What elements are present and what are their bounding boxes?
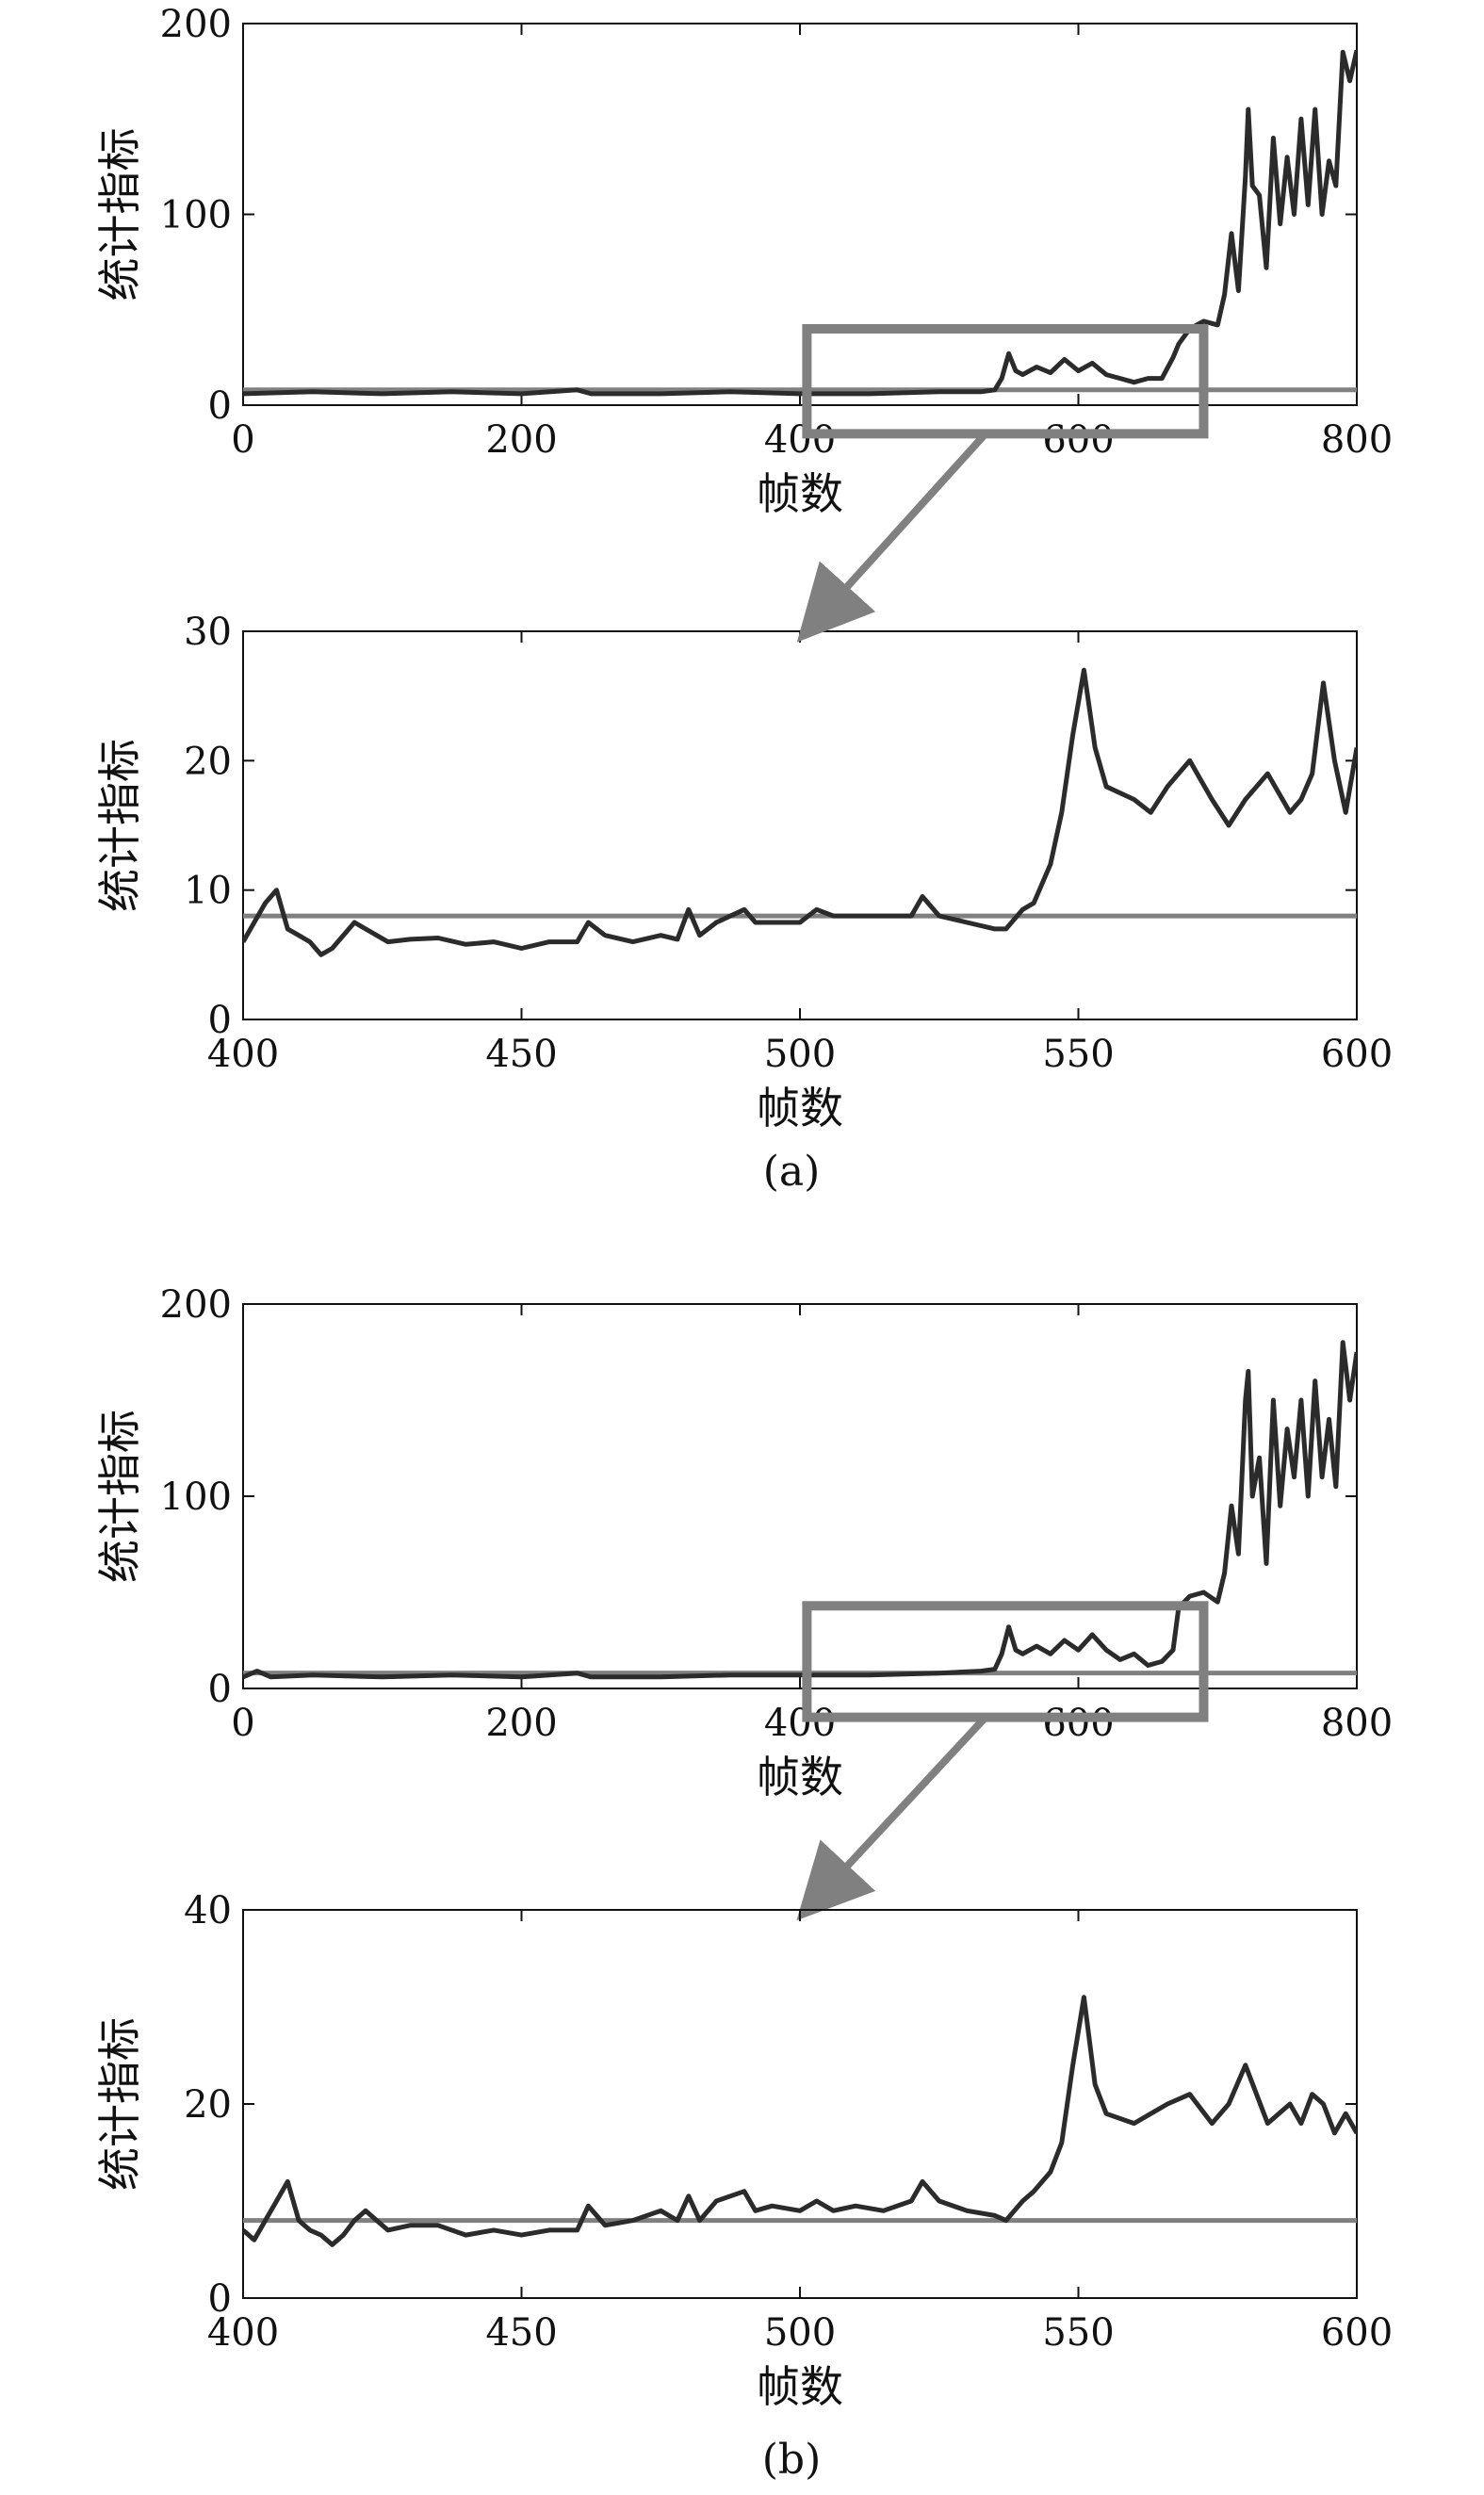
x-tick-label: 450 bbox=[485, 2311, 557, 2355]
chart-a-zoom: 400 450 500 550 600 0 10 20 30 帧数 统计指标 bbox=[94, 611, 1393, 1133]
caption-b: (b) bbox=[762, 2436, 822, 2484]
x-tick-label: 600 bbox=[1042, 418, 1114, 462]
y-tick-label: 0 bbox=[208, 1668, 232, 1711]
y-tick-label: 200 bbox=[160, 3, 232, 46]
x-axis-label: 帧数 bbox=[757, 468, 843, 519]
y-axis-label: 统计指标 bbox=[94, 128, 145, 302]
x-tick-label: 0 bbox=[231, 418, 254, 462]
y-axis-label: 统计指标 bbox=[94, 2017, 145, 2191]
zoom-box bbox=[802, 1601, 1209, 1722]
y-tick-label: 0 bbox=[208, 384, 232, 428]
x-tick-label: 0 bbox=[231, 1702, 254, 1745]
x-tick-label: 500 bbox=[764, 2311, 836, 2355]
y-tick-label: 100 bbox=[160, 194, 232, 237]
series-line bbox=[243, 49, 1357, 397]
series-points bbox=[242, 50, 1358, 394]
x-axis-label: 帧数 bbox=[757, 1083, 843, 1133]
x-axis-label: 帧数 bbox=[757, 1752, 843, 1802]
plot-frame bbox=[242, 1909, 1358, 2299]
y-tick-label: 0 bbox=[208, 999, 232, 1042]
chart-b-overview: 0 200 400 600 800 0 100 200 帧数 统计指标 bbox=[94, 1283, 1393, 1802]
zoom-box bbox=[802, 324, 1209, 439]
x-tick-label: 600 bbox=[1042, 1702, 1114, 1745]
x-tick-label: 550 bbox=[1042, 1033, 1114, 1076]
x-tick-label: 800 bbox=[1321, 1702, 1393, 1745]
x-tick-label: 400 bbox=[764, 1702, 836, 1745]
x-tick-label: 450 bbox=[485, 1033, 557, 1076]
series-points bbox=[242, 670, 1358, 955]
zoom-connectors bbox=[796, 431, 988, 1921]
zoom-arrow bbox=[796, 431, 988, 643]
series-line bbox=[243, 1340, 1357, 1680]
x-tick-label: 500 bbox=[764, 1033, 836, 1076]
zoom-arrow bbox=[796, 1714, 988, 1921]
y-tick-label: 10 bbox=[184, 870, 232, 913]
y-tick-label: 200 bbox=[160, 1283, 232, 1327]
caption-a: (a) bbox=[763, 1148, 821, 1196]
x-axis-label: 帧数 bbox=[757, 2361, 843, 2412]
x-tick-label: 600 bbox=[1321, 2311, 1393, 2355]
series-points bbox=[242, 1997, 1358, 2245]
y-tick-label: 0 bbox=[208, 2277, 232, 2321]
x-tick-label: 800 bbox=[1321, 418, 1393, 462]
series-line bbox=[243, 667, 1357, 957]
series-line bbox=[243, 1995, 1357, 2247]
y-tick-label: 40 bbox=[184, 1889, 232, 1932]
y-tick-label: 20 bbox=[184, 740, 232, 783]
y-axis-label: 统计指标 bbox=[94, 739, 145, 912]
plot-frame bbox=[242, 23, 1358, 406]
y-tick-label: 100 bbox=[160, 1476, 232, 1519]
y-tick-label: 20 bbox=[184, 2083, 232, 2127]
chart-b-zoom: 400 450 500 550 600 0 20 40 帧数 统计指标 bbox=[94, 1889, 1393, 2412]
x-tick-label: 550 bbox=[1042, 2311, 1114, 2355]
series-points bbox=[242, 1342, 1358, 1677]
x-tick-label: 200 bbox=[485, 418, 557, 462]
x-tick-label: 200 bbox=[485, 1702, 557, 1745]
y-tick-label: 30 bbox=[184, 611, 232, 654]
y-axis-label: 统计指标 bbox=[94, 1410, 145, 1583]
x-tick-label: 400 bbox=[764, 418, 836, 462]
plot-frame bbox=[242, 630, 1358, 1020]
chart-a-overview: 0 200 400 600 800 0 100 200 帧数 统计指标 bbox=[94, 3, 1393, 519]
x-tick-label: 400 bbox=[207, 2311, 279, 2355]
x-tick-label: 400 bbox=[207, 1033, 279, 1076]
plot-frame bbox=[242, 1303, 1358, 1689]
x-tick-label: 600 bbox=[1321, 1033, 1393, 1076]
